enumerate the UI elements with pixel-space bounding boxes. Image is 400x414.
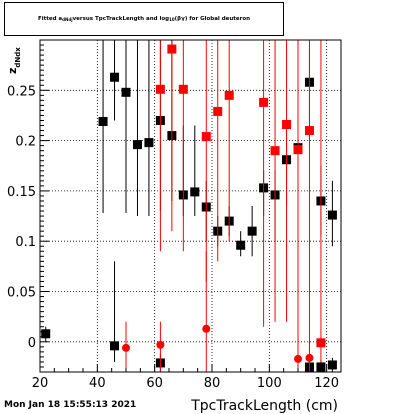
data-point	[316, 362, 326, 372]
data-point	[121, 87, 131, 97]
data-point	[305, 353, 314, 362]
y-tick-label: 0.25	[7, 84, 36, 99]
title-prefix-sub: dNdj	[62, 16, 73, 22]
data-point	[259, 97, 269, 107]
timestamp-label: Mon Jan 18 15:55:13 2021	[4, 400, 137, 410]
y-tick-label: 0.1	[15, 235, 36, 250]
data-point	[304, 126, 314, 136]
x-tick-label: 40	[89, 376, 106, 391]
y-tick-label: 0.05	[7, 286, 36, 301]
series-1	[155, 40, 326, 362]
data-point	[167, 44, 177, 54]
data-point	[144, 138, 154, 148]
x-tick-label: 100	[257, 376, 282, 391]
data-point	[122, 343, 130, 352]
svg-text:zdNdx: zdNdx	[6, 47, 22, 74]
data-point	[178, 84, 188, 94]
data-point	[293, 145, 303, 155]
data-point	[155, 84, 165, 94]
y-axis-label-main: z	[6, 68, 19, 74]
data-series	[41, 40, 337, 372]
x-axis-label: TpcTrackLength (cm)	[190, 398, 338, 414]
series-2	[122, 251, 314, 372]
data-point	[327, 210, 337, 220]
data-point	[294, 354, 302, 363]
x-tick-label: 120	[314, 376, 339, 391]
data-point	[190, 187, 200, 197]
data-point	[110, 341, 120, 351]
title-middle: versus TpcTrackLength and log	[72, 16, 170, 22]
data-point	[327, 360, 337, 370]
data-point	[110, 72, 120, 82]
data-point	[98, 116, 108, 126]
data-point	[202, 324, 211, 333]
data-point	[213, 106, 223, 116]
data-point	[270, 146, 280, 156]
x-tick-label: 80	[204, 376, 221, 391]
y-axis-label: zdNdx	[6, 47, 22, 74]
chart-title: Fitted a dNdj versus TpcTrackLength and l…	[5, 3, 283, 35]
y-tick-label: 0	[28, 336, 36, 351]
data-point	[224, 90, 234, 100]
title-middle-sub: 10	[169, 16, 175, 22]
data-point	[247, 226, 257, 236]
data-point	[156, 340, 165, 349]
y-tick-label: 0.2	[15, 135, 36, 150]
data-point	[316, 338, 326, 348]
axis-ticks: 20 40 60 80 100 120 0 0.05 0.1 0.15 0.2 0.25	[7, 44, 342, 391]
y-axis-label-sub: dNdx	[14, 47, 22, 68]
data-point	[236, 240, 246, 250]
title-suffix: (βγ) for Global deuteron	[174, 16, 251, 22]
grid-lines	[40, 40, 341, 372]
x-tick-label: 60	[146, 376, 163, 391]
plot-frame	[39, 39, 342, 373]
data-point	[282, 120, 292, 130]
data-point	[132, 140, 142, 150]
data-point	[201, 132, 211, 142]
series-0	[41, 40, 337, 372]
title-prefix: Fitted a	[37, 16, 63, 22]
x-tick-label: 20	[32, 376, 49, 391]
data-point	[41, 329, 51, 339]
y-tick-label: 0.15	[7, 185, 36, 200]
chart-title-box: Fitted a dNdj versus TpcTrackLength and l…	[4, 2, 284, 36]
